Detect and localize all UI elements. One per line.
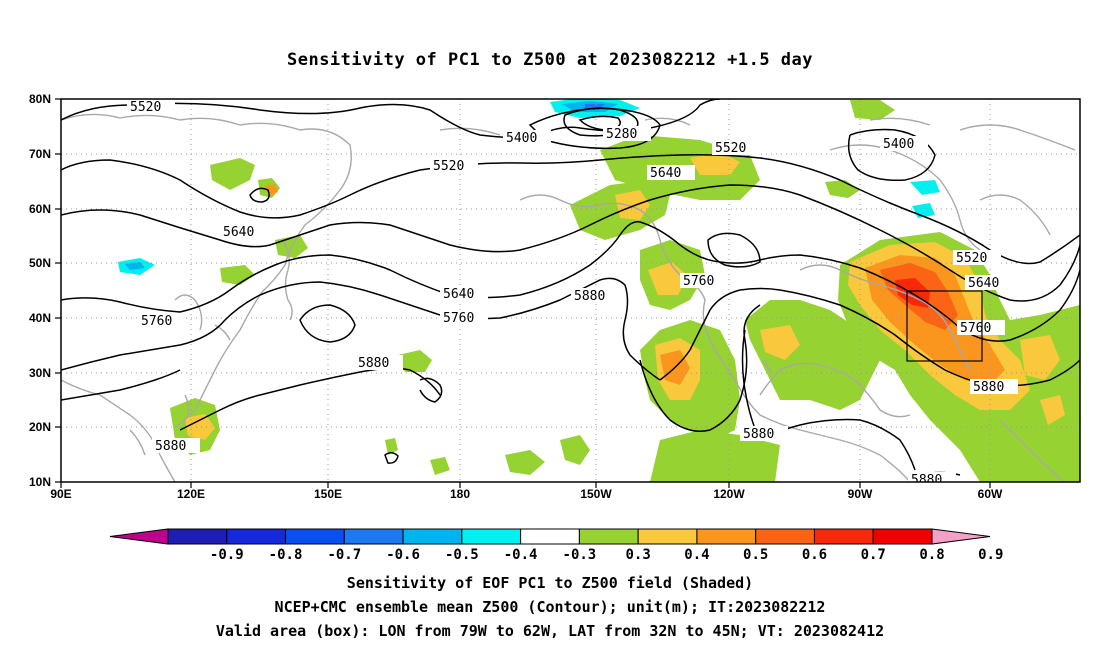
y-tick-label: 50N — [29, 256, 51, 270]
y-tick-label: 60N — [29, 202, 51, 216]
plot-frame — [60, 98, 1081, 483]
colorbar-label: -0.3 — [563, 547, 597, 563]
y-tick-label: 70N — [29, 147, 51, 161]
colorbar-swatch — [872, 528, 933, 545]
colorbar-swatch — [696, 528, 757, 545]
caption-contour: NCEP+CMC ensemble mean Z500 (Contour); u… — [274, 598, 826, 616]
contour-label: 5760 — [141, 314, 172, 329]
contour-label: 5880 — [911, 473, 942, 488]
y-tick-label: 10N — [29, 475, 51, 489]
contour-label: 5640 — [968, 276, 999, 291]
y-tick-label: 40N — [29, 311, 51, 325]
contour-label: 5400 — [506, 131, 537, 146]
colorbar-swatch — [167, 528, 228, 545]
colorbar-label: 0.4 — [684, 547, 709, 563]
y-tick-label: 30N — [29, 366, 51, 380]
colorbar-swatch — [637, 528, 698, 545]
axis-ticks — [55, 98, 991, 488]
x-tick-label: 90E — [50, 487, 71, 501]
colorbar-arrow-low — [109, 528, 169, 545]
colorbar-swatch — [520, 528, 580, 545]
colorbar-label: 0.6 — [802, 547, 827, 563]
contour-label: 5640 — [443, 287, 474, 302]
colorbar-label: -0.9 — [210, 547, 244, 563]
x-tick-label: 150W — [580, 487, 612, 501]
y-tick-label: 80N — [29, 92, 51, 106]
x-tick-label: 120E — [177, 487, 205, 501]
x-tick-label: 180 — [450, 487, 470, 501]
colorbar-label: -0.8 — [269, 547, 303, 563]
contour-label: 5880 — [743, 427, 774, 442]
contour-label: 5640 — [223, 225, 254, 240]
colorbar: -0.9 -0.8 -0.7 -0.6 -0.5 -0.4 -0.3 0.3 0.4 0.5 0.6… — [109, 528, 1003, 563]
colorbar-label: 0.8 — [919, 547, 944, 563]
contour-label: 5880 — [358, 356, 389, 371]
colorbar-label: -0.4 — [504, 547, 538, 563]
x-tick-label: 120W — [713, 487, 745, 501]
contour-label: 5520 — [715, 141, 746, 156]
caption-valid-area: Valid area (box): LON from 79W to 62W, L… — [215, 622, 885, 640]
y-tick-label: 20N — [29, 420, 51, 434]
contour-label: 5640 — [650, 166, 681, 181]
contour-label: 5760 — [443, 311, 474, 326]
height-contours — [61, 99, 1080, 476]
contour-label: 5760 — [960, 321, 991, 336]
x-tick-label: 150E — [314, 487, 342, 501]
map-title: Sensitivity of PC1 to Z500 at 2023082212… — [286, 50, 813, 70]
colorbar-swatch — [402, 528, 463, 545]
colorbar-swatch — [226, 528, 287, 545]
contour-label: 5400 — [883, 137, 914, 152]
colorbar-arrow-high — [931, 528, 991, 545]
colorbar-swatch — [461, 528, 522, 545]
colorbar-label: 0.9 — [978, 547, 1003, 563]
valid-area-box — [906, 290, 983, 362]
colorbar-label: 0.3 — [626, 547, 651, 563]
contour-label: 5520 — [130, 100, 161, 115]
coastlines — [61, 113, 1076, 482]
contour-label: 5880 — [574, 289, 605, 304]
x-tick-label: 60W — [978, 487, 1003, 501]
x-tick-label: 90W — [848, 487, 873, 501]
colorbar-swatch — [285, 528, 345, 545]
contour-labels: 5520 5400 5280 5520 5400 5640 5520 5640 … — [127, 99, 1018, 488]
contour-label: 5880 — [973, 380, 1004, 395]
colorbar-label: 0.5 — [743, 547, 768, 563]
colorbar-label: -0.5 — [445, 547, 479, 563]
colorbar-swatch — [578, 528, 639, 545]
contour-label: 5280 — [606, 127, 637, 142]
colorbar-label: -0.6 — [386, 547, 420, 563]
contour-label: 5520 — [956, 251, 987, 266]
contour-label: 5760 — [683, 274, 714, 289]
colorbar-swatch — [813, 528, 874, 545]
colorbar-label: 0.7 — [861, 547, 886, 563]
contour-label: 5520 — [433, 159, 464, 174]
colorbar-swatch — [343, 528, 404, 545]
contour-label: 5880 — [155, 439, 186, 454]
caption-shading: Sensitivity of EOF PC1 to Z500 field (Sh… — [346, 574, 754, 592]
colorbar-swatch — [755, 528, 815, 545]
colorbar-label: -0.7 — [327, 547, 361, 563]
